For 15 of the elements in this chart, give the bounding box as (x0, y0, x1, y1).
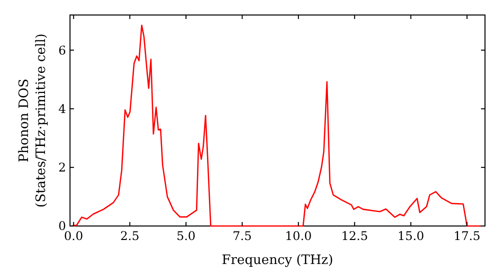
y-tick-label: 0 (58, 219, 66, 234)
y-tick-label: 6 (58, 43, 66, 58)
x-tick-label: 12.5 (341, 229, 368, 243)
line-series (71, 24, 482, 227)
y-tick-label: 2 (58, 160, 66, 175)
y-tick-label: 4 (58, 102, 66, 116)
x-tick-label: 7.5 (232, 229, 252, 243)
x-axis-title: Frequency (THz) (222, 253, 334, 268)
x-tick-label: 2.5 (120, 229, 140, 243)
x-tick-label: 10.0 (285, 229, 312, 243)
y-axis-title: Phonon DOS (States/THz·primitive cell) (17, 33, 49, 208)
x-tick-label: 5.0 (176, 229, 196, 243)
x-tick-label: 15.0 (397, 229, 424, 243)
x-tick-label: 0.0 (64, 229, 84, 243)
x-tick-label: 17.5 (454, 229, 480, 243)
